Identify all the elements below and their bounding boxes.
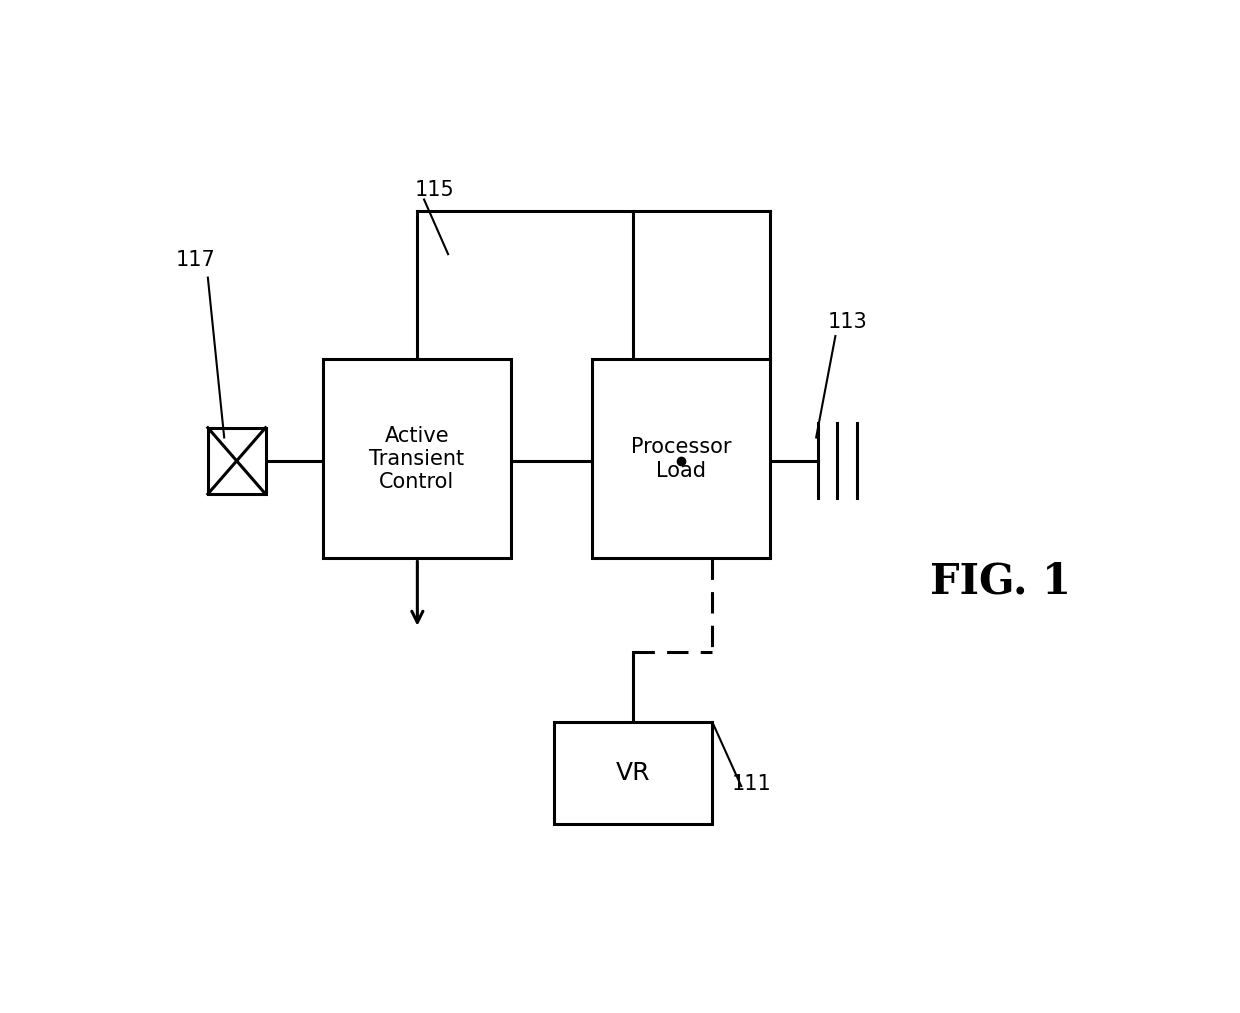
- Text: Active
Transient
Control: Active Transient Control: [370, 425, 465, 492]
- Text: FIG. 1: FIG. 1: [930, 561, 1071, 603]
- Text: 111: 111: [732, 774, 771, 794]
- Bar: [593, 360, 770, 558]
- Text: 115: 115: [414, 179, 454, 200]
- Bar: [554, 722, 712, 824]
- Bar: [324, 360, 511, 558]
- Bar: [208, 427, 265, 494]
- Text: 117: 117: [176, 250, 216, 269]
- Text: VR: VR: [616, 761, 650, 785]
- Text: 113: 113: [828, 312, 868, 332]
- Text: Processor
Load: Processor Load: [631, 438, 732, 480]
